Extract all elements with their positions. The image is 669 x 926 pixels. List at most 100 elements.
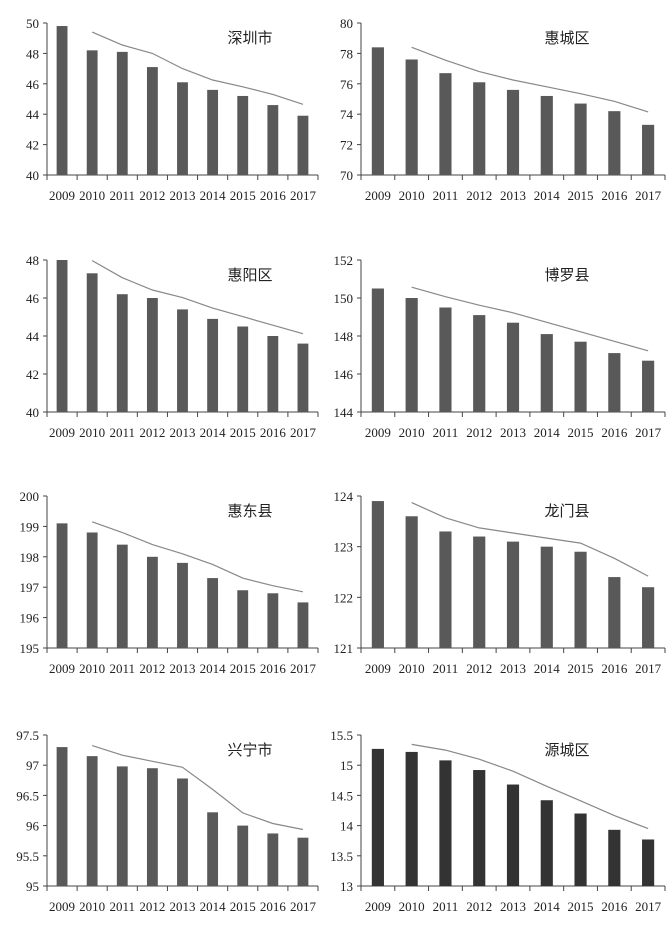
y-tick-label: 70 [340,168,353,183]
bar [177,82,188,175]
chart-panel-8: 13 13.5 14 14.5 15 15.5 2009 2010 2011 2012 2013 20… [330,728,666,914]
chart-title: 源城区 [544,742,589,759]
chart-panel-5: 195 196 197 198 199 200 2009 2010 2011 2012 2013 20… [20,489,319,676]
bar [439,760,452,886]
x-tick-label: 2009 [365,899,391,914]
bar [574,341,587,412]
y-tick-label: 48 [26,253,39,268]
x-tick-label: 2011 [110,425,136,440]
x-tick-label: 2014 [200,661,227,676]
x-tick-label: 2013 [170,425,196,440]
bar [56,260,68,412]
x-tick-label: 2013 [170,661,196,676]
chart-title: 博罗县 [544,267,589,284]
chart-panel-3: 40 42 44 46 48 2009 2010 2011 2012 2013 2014 2015 20… [26,253,319,440]
x-tick-label: 2017 [290,425,317,440]
x-tick-label: 2017 [635,899,662,914]
bar [608,577,621,648]
x-tick-label: 2016 [601,188,628,203]
trend-line [411,286,649,352]
y-tick-label: 195 [20,641,40,656]
x-tick-label: 2010 [79,188,105,203]
x-tick-label: 2012 [139,425,165,440]
x-tick-label: 2012 [466,661,492,676]
y-tick-label: 124 [334,489,354,504]
x-tick-label: 2017 [290,188,317,203]
x-tick-label: 2009 [365,661,391,676]
bar [540,800,553,886]
y-tick-label: 97.5 [16,728,39,743]
bar [405,298,418,412]
x-tick-label: 2016 [260,661,287,676]
x-tick-label: 2013 [500,188,526,203]
y-tick-label: 144 [334,405,354,420]
y-tick-label: 95 [26,879,39,894]
bar [405,59,418,176]
chart-title: 龙门县 [544,503,589,520]
bar [473,82,486,175]
trend-line [91,260,304,335]
y-tick-label: 197 [20,580,40,595]
bar [177,562,188,648]
bar [574,813,587,886]
x-tick-label: 2015 [230,188,256,203]
y-tick-label: 14 [340,819,354,834]
bar [56,26,68,175]
x-tick-label: 2010 [399,661,425,676]
x-tick-label: 2011 [110,661,136,676]
x-tick-label: 2015 [568,661,594,676]
bar [473,315,486,412]
bar [642,587,655,648]
y-tick-label: 196 [20,611,40,626]
x-tick-label: 2012 [466,425,492,440]
x-tick-label: 2014 [534,899,561,914]
bar [267,105,279,175]
x-tick-label: 2014 [200,425,227,440]
bar [506,322,520,412]
bar [177,778,188,886]
bar [116,294,128,412]
x-tick-label: 2010 [399,899,425,914]
x-tick-label: 2014 [200,188,227,203]
x-tick-label: 2013 [170,188,196,203]
x-tick-label: 2017 [290,899,317,914]
y-tick-label: 44 [26,329,40,344]
chart-panel-4: 144 146 148 150 152 2009 2010 2011 2012 2013 2014 2… [334,253,666,440]
x-tick-label: 2015 [230,425,256,440]
x-tick-label: 2012 [466,899,492,914]
bar [116,766,128,886]
y-tick-label: 150 [334,291,354,306]
x-tick-label: 2011 [433,425,459,440]
bar [439,531,452,648]
x-tick-label: 2012 [139,661,165,676]
bar [540,95,553,175]
x-tick-label: 2010 [399,425,425,440]
y-tick-label: 96.5 [16,788,39,803]
x-tick-label: 2011 [433,188,459,203]
bar [439,307,452,412]
bar [540,546,553,648]
x-tick-label: 2015 [230,899,256,914]
y-tick-label: 96 [26,819,40,834]
x-tick-label: 2012 [139,188,165,203]
y-tick-label: 13.5 [330,849,353,864]
bar [608,829,621,886]
bar [506,89,520,175]
trend-line [91,31,304,105]
x-tick-label: 2016 [601,899,628,914]
bar [439,73,452,175]
y-tick-label: 198 [20,550,40,565]
bar [207,89,219,175]
y-tick-label: 199 [20,519,40,534]
bar [207,318,219,412]
y-tick-label: 200 [20,489,40,504]
bar [207,578,219,648]
x-tick-label: 2013 [500,425,526,440]
bar [56,523,68,648]
x-tick-label: 2014 [534,425,561,440]
trend-line [91,745,304,831]
x-tick-label: 2011 [433,661,459,676]
x-tick-label: 2009 [49,425,75,440]
bar [506,541,520,648]
